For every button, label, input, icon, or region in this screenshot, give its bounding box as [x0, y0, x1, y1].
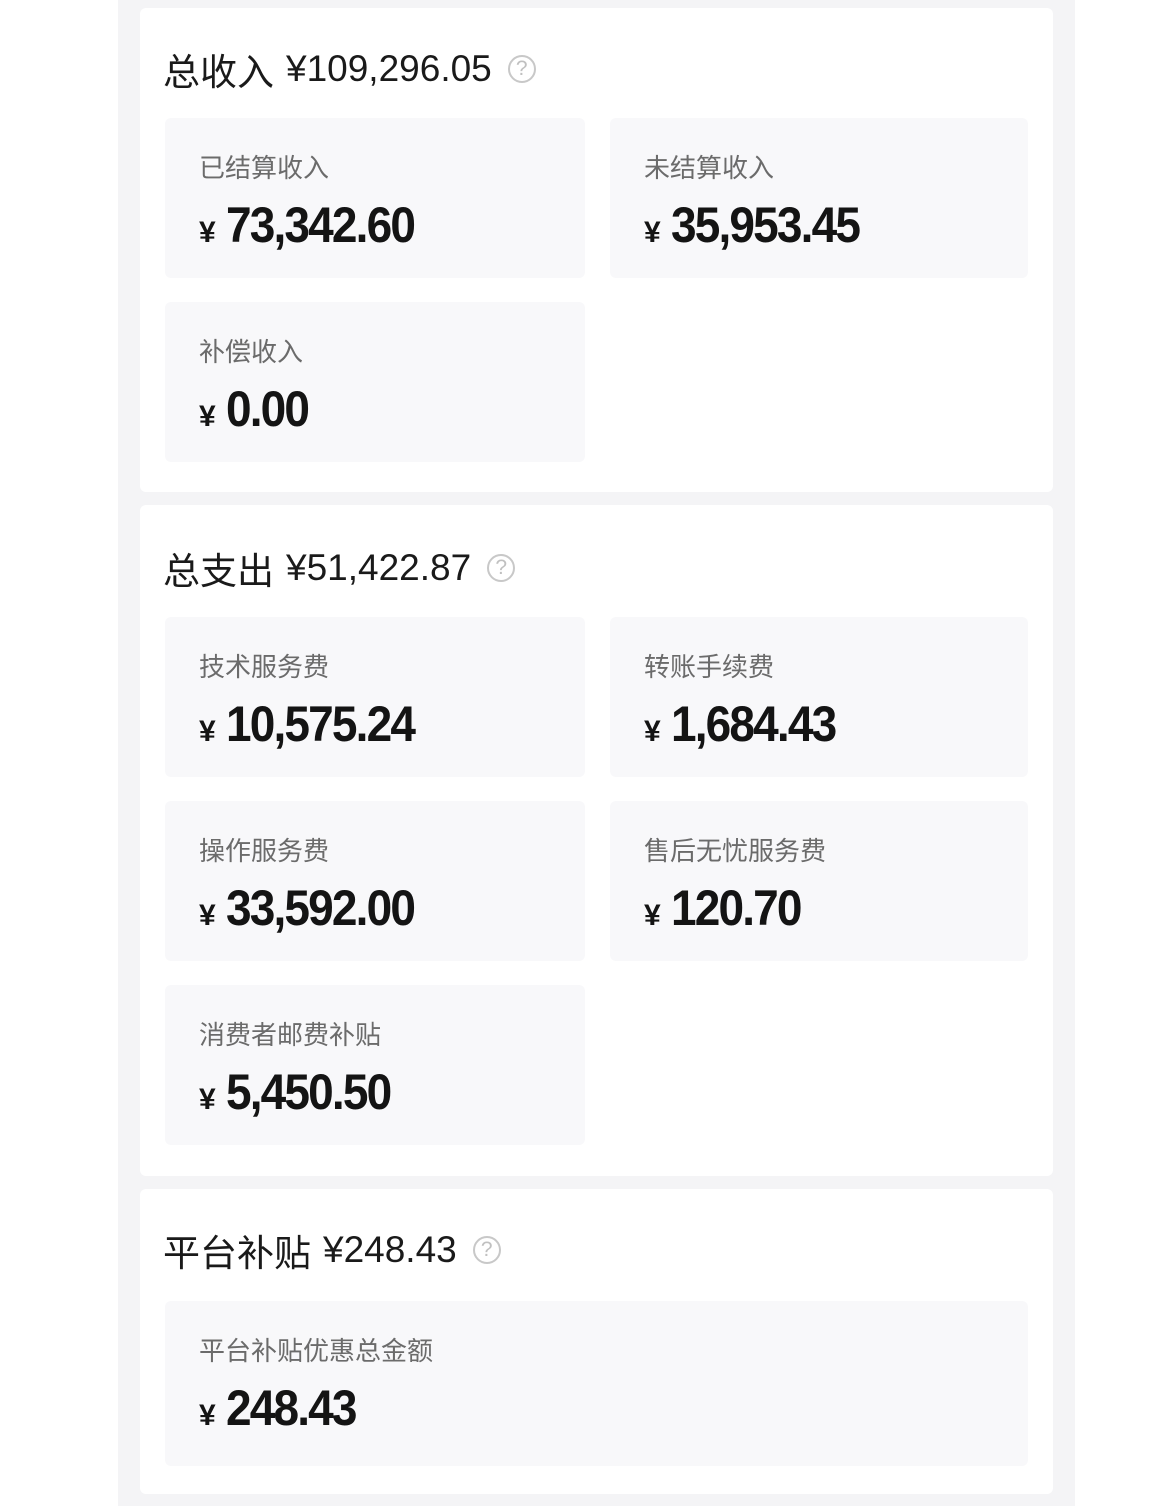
- expense-card: 总支出 ¥51,422.87 ? 技术服务费 ¥10,575.24 转账手续费 …: [140, 505, 1053, 1176]
- question-circle-icon[interactable]: ?: [507, 55, 536, 83]
- income-card: 总收入 ¥109,296.05 ? 已结算收入 ¥73,342.60 未结算收入…: [140, 8, 1053, 492]
- shipping-subsidy-tile[interactable]: 消费者邮费补贴 ¥5,450.50: [165, 985, 585, 1145]
- unsettled-income-tile[interactable]: 未结算收入 ¥35,953.45: [610, 118, 1028, 278]
- compensation-income-tile[interactable]: 补偿收入 ¥0.00: [165, 302, 585, 462]
- expense-total: ¥51,422.87: [286, 547, 472, 588]
- tile-label: 已结算收入: [199, 153, 330, 183]
- tile-value: ¥248.43: [199, 1380, 357, 1436]
- tile-value: ¥5,450.50: [199, 1064, 392, 1120]
- tile-label: 操作服务费: [199, 836, 330, 866]
- tile-value: ¥1,684.43: [644, 696, 837, 752]
- subsidy-header: 平台补贴 ¥248.43 ?: [163, 1223, 501, 1277]
- tile-value: ¥35,953.45: [644, 197, 861, 253]
- income-header: 总收入 ¥109,296.05 ?: [163, 42, 536, 96]
- settled-income-tile[interactable]: 已结算收入 ¥73,342.60: [165, 118, 585, 278]
- tile-value: ¥10,575.24: [199, 696, 416, 752]
- income-total: ¥109,296.05: [286, 48, 492, 89]
- tile-value: ¥0.00: [199, 381, 310, 437]
- transfer-fee-tile[interactable]: 转账手续费 ¥1,684.43: [610, 617, 1028, 777]
- subsidy-card: 平台补贴 ¥248.43 ? 平台补贴优惠总金额 ¥248.43: [140, 1189, 1053, 1494]
- tile-value: ¥33,592.00: [199, 880, 416, 936]
- subsidy-title: 平台补贴: [163, 1233, 311, 1274]
- tech-service-fee-tile[interactable]: 技术服务费 ¥10,575.24: [165, 617, 585, 777]
- operation-service-fee-tile[interactable]: 操作服务费 ¥33,592.00: [165, 801, 585, 961]
- tile-label: 售后无忧服务费: [644, 836, 827, 866]
- tile-value: ¥73,342.60: [199, 197, 416, 253]
- tile-label: 未结算收入: [644, 153, 775, 183]
- tile-label: 技术服务费: [199, 652, 330, 682]
- question-circle-icon[interactable]: ?: [472, 1236, 501, 1264]
- expense-title: 总支出: [163, 551, 274, 592]
- tile-label: 转账手续费: [644, 652, 775, 682]
- tile-value: ¥120.70: [644, 880, 802, 936]
- tile-label: 平台补贴优惠总金额: [199, 1336, 434, 1366]
- tile-label: 补偿收入: [199, 337, 304, 367]
- after-sales-service-fee-tile[interactable]: 售后无忧服务费 ¥120.70: [610, 801, 1028, 961]
- income-title: 总收入: [163, 52, 274, 93]
- platform-subsidy-total-tile[interactable]: 平台补贴优惠总金额 ¥248.43: [165, 1301, 1028, 1466]
- question-circle-icon[interactable]: ?: [487, 554, 516, 582]
- tile-label: 消费者邮费补贴: [199, 1020, 382, 1050]
- subsidy-total: ¥248.43: [323, 1229, 457, 1270]
- expense-header: 总支出 ¥51,422.87 ?: [163, 541, 516, 595]
